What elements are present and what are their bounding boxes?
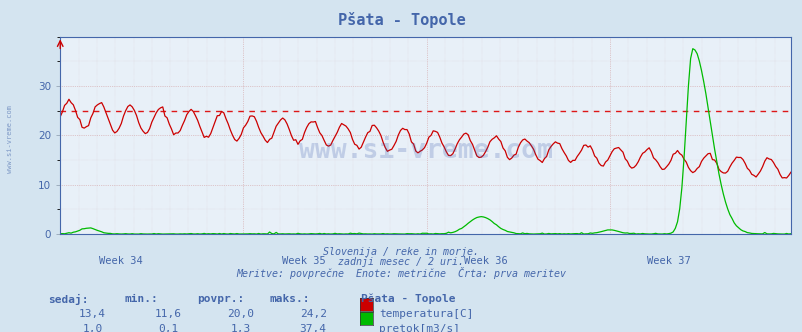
Text: 1,3: 1,3 <box>230 324 251 332</box>
Text: www.si-vreme.com: www.si-vreme.com <box>298 138 552 164</box>
Text: 37,4: 37,4 <box>299 324 326 332</box>
Text: 0,1: 0,1 <box>158 324 179 332</box>
Text: Pšata - Topole: Pšata - Topole <box>361 294 456 304</box>
Text: Week 34: Week 34 <box>99 256 143 266</box>
Text: zadnji mesec / 2 uri.: zadnji mesec / 2 uri. <box>338 257 464 267</box>
Text: pretok[m3/s]: pretok[m3/s] <box>379 324 460 332</box>
Text: Meritve: povprečne  Enote: metrične  Črta: prva meritev: Meritve: povprečne Enote: metrične Črta:… <box>237 267 565 279</box>
Text: Week 37: Week 37 <box>646 256 690 266</box>
Text: Week 36: Week 36 <box>464 256 508 266</box>
Text: Slovenija / reke in morje.: Slovenija / reke in morje. <box>323 247 479 257</box>
Text: temperatura[C]: temperatura[C] <box>379 309 473 319</box>
Text: Pšata - Topole: Pšata - Topole <box>337 12 465 28</box>
Text: 1,0: 1,0 <box>82 324 103 332</box>
Text: Week 35: Week 35 <box>282 256 325 266</box>
Text: www.si-vreme.com: www.si-vreme.com <box>6 106 13 173</box>
Text: 24,2: 24,2 <box>299 309 326 319</box>
Text: 13,4: 13,4 <box>79 309 106 319</box>
Text: sedaj:: sedaj: <box>48 294 88 305</box>
Text: 11,6: 11,6 <box>155 309 182 319</box>
Text: 20,0: 20,0 <box>227 309 254 319</box>
Text: min.:: min.: <box>124 294 158 304</box>
Text: maks.:: maks.: <box>269 294 309 304</box>
Text: povpr.:: povpr.: <box>196 294 244 304</box>
